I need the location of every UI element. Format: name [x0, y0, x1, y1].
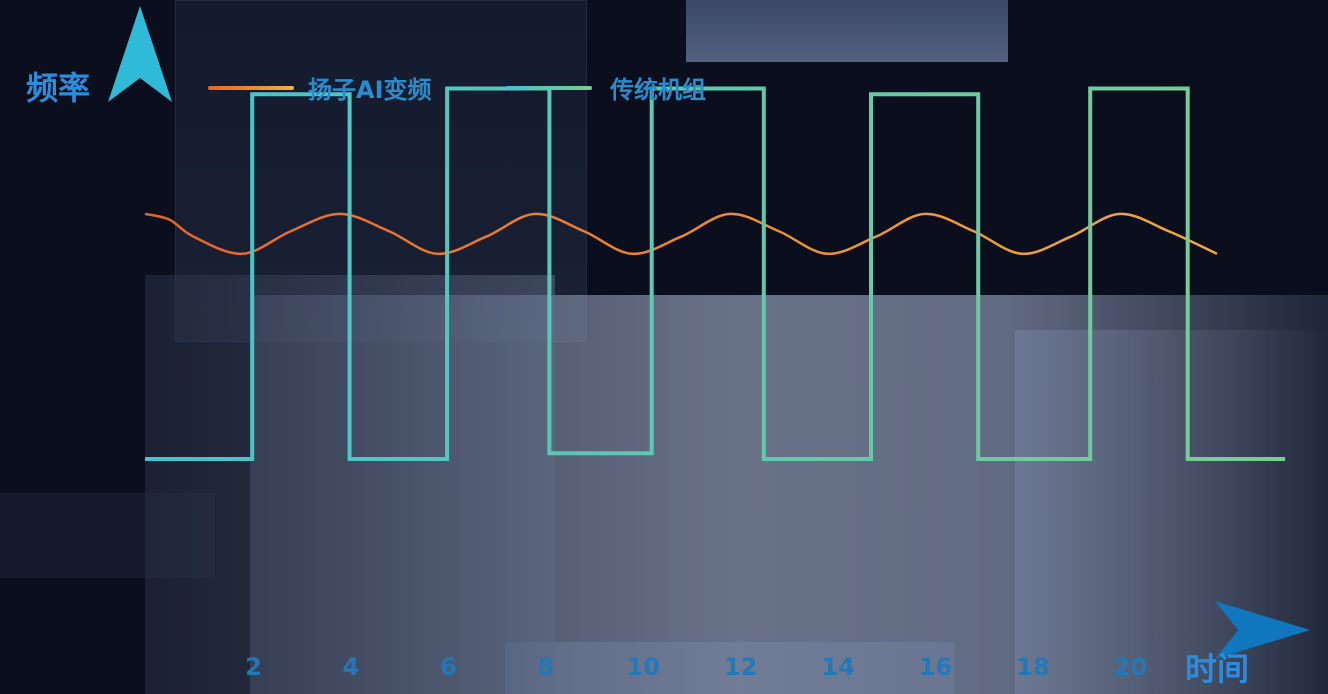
x-tick-label: 4 — [342, 653, 360, 681]
y-axis-label: 频率 — [26, 69, 91, 107]
x-tick-label: 16 — [918, 653, 953, 681]
y-axis-arrow — [108, 6, 172, 102]
x-axis-arrow — [1215, 601, 1310, 659]
x-tick-label: 20 — [1113, 653, 1148, 681]
background-panel — [686, 0, 1008, 62]
x-tick-label: 18 — [1016, 653, 1050, 681]
series-line-traditional-unit — [145, 86, 1286, 461]
legend-label: 扬子AI变频 — [308, 76, 432, 104]
x-axis-label: 时间 — [1185, 650, 1250, 688]
x-tick-label: 14 — [821, 653, 855, 681]
x-tick-label: 2 — [245, 653, 262, 681]
series-line-ai-inverter — [144, 212, 1218, 256]
x-tick-label: 12 — [723, 653, 758, 681]
legend-swatch — [506, 85, 592, 90]
x-tick-label: 8 — [537, 653, 555, 681]
legend-item: 扬子AI变频 — [208, 70, 432, 105]
legend-item: 传统机组 — [506, 70, 706, 105]
legend-label: 传统机组 — [610, 76, 706, 104]
x-tick-label: 6 — [439, 653, 457, 681]
legend-swatch — [208, 85, 294, 90]
x-tick-label: 10 — [626, 653, 660, 681]
